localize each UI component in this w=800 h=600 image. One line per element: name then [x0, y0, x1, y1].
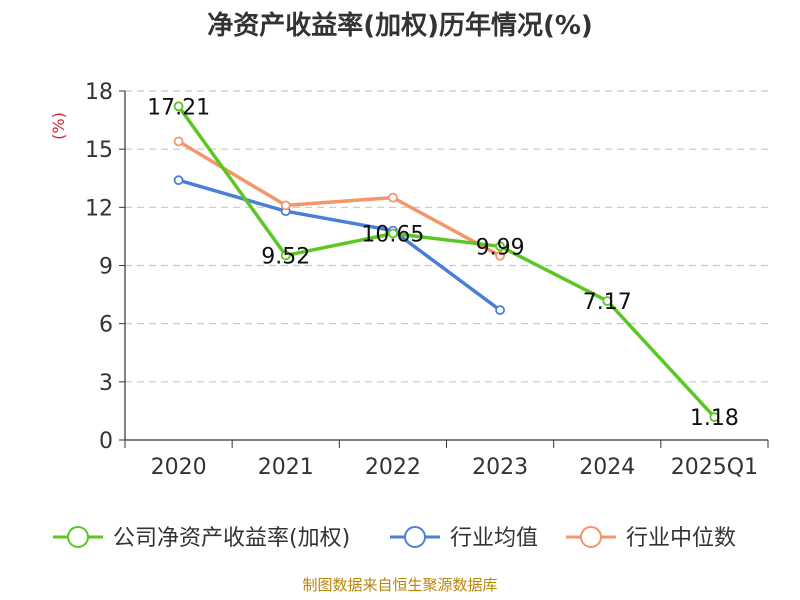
- point-0-2021: [280, 250, 291, 261]
- series-layer: [173, 101, 720, 423]
- series-line-2: [177, 139, 501, 258]
- point-2-2023: [495, 250, 505, 261]
- y-tick-label-6: 6: [99, 313, 113, 338]
- point-2-2020: [173, 136, 184, 147]
- point-0-2025Q1: [709, 412, 720, 423]
- legend-swatch-marker-0: [67, 526, 89, 548]
- x-tick-label-2022: 2022: [365, 455, 421, 480]
- y-ticks: 0 3 6 9 12 15 18: [85, 80, 125, 454]
- legend-item-2[interactable]: 行业中位数: [566, 526, 736, 551]
- x-tick-label-2021: 2021: [258, 455, 314, 480]
- y-tick-label-18: 18: [85, 80, 113, 105]
- legend-swatch-marker-2: [580, 526, 602, 548]
- series-line-1: [178, 178, 502, 312]
- legend-label-0: 公司净资产收益率(加权): [113, 526, 350, 551]
- x-tick-label-2023: 2023: [472, 455, 528, 480]
- x-tick-label-2020: 2020: [151, 455, 207, 480]
- point-0-2020: [173, 101, 184, 112]
- legend-label-1: 行业均值: [450, 526, 538, 551]
- source-note: 制图数据来自恒生聚源数据库: [302, 576, 497, 594]
- series-line-0: [177, 105, 716, 419]
- point-2-2022: [388, 192, 398, 203]
- data-label-2024: 7.17: [583, 290, 632, 315]
- legend-item-1[interactable]: 行业均值: [390, 526, 538, 551]
- point-0-2022: [388, 228, 398, 239]
- legend-swatch-marker-1: [404, 526, 426, 548]
- x-tick-label-2025Q1: 2025Q1: [671, 455, 758, 480]
- x-ticks: 2020 2021 2022 2023 2024 2025Q1: [124, 440, 769, 480]
- y-tick-label-15: 15: [85, 138, 113, 163]
- y-tick-label-3: 3: [99, 371, 113, 396]
- data-label-2022: 10.65: [361, 223, 424, 248]
- point-1-2023: [495, 305, 505, 315]
- legend[interactable]: 公司净资产收益率(加权) 行业均值 行业中位数: [53, 526, 736, 551]
- y-tick-label-12: 12: [85, 196, 113, 221]
- chart-title: 净资产收益率(加权)历年情况(%): [207, 10, 593, 41]
- data-label-2021: 9.52: [261, 244, 310, 269]
- data-labels: 17.21 9.52 10.65 9.99 7.17 1.18: [147, 95, 739, 431]
- data-label-2025Q1: 1.18: [690, 406, 739, 431]
- legend-label-2: 行业中位数: [626, 526, 736, 551]
- y-axis-unit: (%): [49, 112, 68, 140]
- y-tick-label-0: 0: [99, 429, 113, 454]
- x-tick-label-2024: 2024: [579, 455, 635, 480]
- grid: [125, 90, 768, 383]
- point-1-2020: [173, 175, 184, 186]
- point-0-2023: [495, 241, 505, 252]
- legend-item-0[interactable]: 公司净资产收益率(加权): [53, 526, 350, 551]
- point-2-2021: [280, 200, 291, 211]
- y-tick-label-9: 9: [99, 255, 113, 280]
- data-label-2023: 9.99: [476, 235, 525, 260]
- data-label-2020: 17.21: [147, 95, 210, 120]
- point-0-2024: [602, 296, 613, 306]
